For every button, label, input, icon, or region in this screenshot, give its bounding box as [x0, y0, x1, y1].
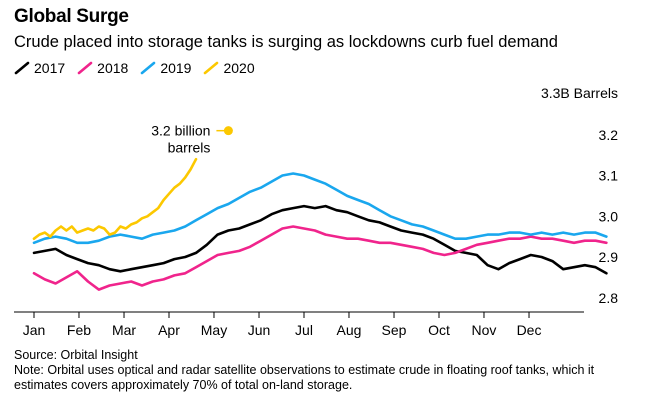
legend-swatch-2020 — [204, 61, 219, 75]
x-tick-label: Sep — [382, 322, 407, 338]
y-tick-label: 2.8 — [599, 290, 619, 306]
y-tick-label: 2.9 — [599, 249, 619, 265]
legend-item-2017: 2017 — [14, 60, 65, 76]
legend-swatch-line — [204, 61, 219, 75]
x-tick-label: Aug — [337, 322, 362, 338]
legend-swatch-line — [14, 61, 30, 75]
y-tick-label: 3.0 — [599, 208, 619, 224]
x-tick-label: Jan — [23, 322, 46, 338]
x-tick-label: Mar — [112, 322, 136, 338]
series-line-2018 — [32, 225, 608, 291]
series-line-2017 — [32, 204, 608, 275]
annotation-text: barrels — [168, 140, 211, 156]
legend-label: 2017 — [34, 60, 66, 76]
annotation-dot — [223, 126, 233, 136]
methodology-note: Note: Orbital uses optical and radar sat… — [14, 363, 595, 392]
chart-title: Global Surge — [14, 6, 129, 27]
chart-legend: 2017 2018 2019 2020 — [14, 60, 255, 76]
series-line-2020 — [32, 157, 198, 240]
x-tick-label: Jun — [248, 322, 271, 338]
annotation-text: 3.2 billion — [151, 123, 210, 139]
x-tick-label: Apr — [158, 322, 180, 338]
x-tick-label: Oct — [428, 322, 450, 338]
legend-item-2018: 2018 — [77, 60, 128, 76]
legend-swatch-line — [141, 61, 156, 75]
legend-label: 2018 — [97, 60, 129, 76]
series-line-2019 — [32, 172, 608, 245]
chart-footer: Source: Orbital Insight Note: Orbital us… — [14, 348, 634, 393]
legend-item-2020: 2020 — [203, 60, 255, 76]
x-tick-label: Feb — [67, 322, 91, 338]
x-tick-label: Jul — [295, 322, 313, 338]
y-axis-unit-label: 3.3B Barrels — [541, 85, 618, 101]
source-note: Source: Orbital Insight — [14, 348, 138, 362]
legend-swatch-2019 — [141, 61, 156, 75]
legend-swatch-2018 — [77, 61, 93, 75]
x-tick-label: May — [201, 322, 227, 338]
legend-label: 2019 — [160, 60, 192, 76]
y-tick-label: 3.2 — [599, 127, 619, 143]
legend-swatch-line — [77, 61, 93, 75]
chart-subtitle: Crude placed into storage tanks is surgi… — [14, 33, 558, 51]
x-tick-label: Nov — [472, 322, 497, 338]
y-tick-label: 3.1 — [599, 168, 619, 184]
legend-swatch-2017 — [14, 61, 30, 75]
line-chart: 3.3B Barrels 2.8 2.9 3.0 3.1 3.2 Jan Feb Mar Apr M… — [14, 85, 619, 338]
x-tick-label: Dec — [517, 322, 542, 338]
legend-label: 2020 — [223, 60, 255, 76]
legend-item-2019: 2019 — [140, 60, 191, 76]
